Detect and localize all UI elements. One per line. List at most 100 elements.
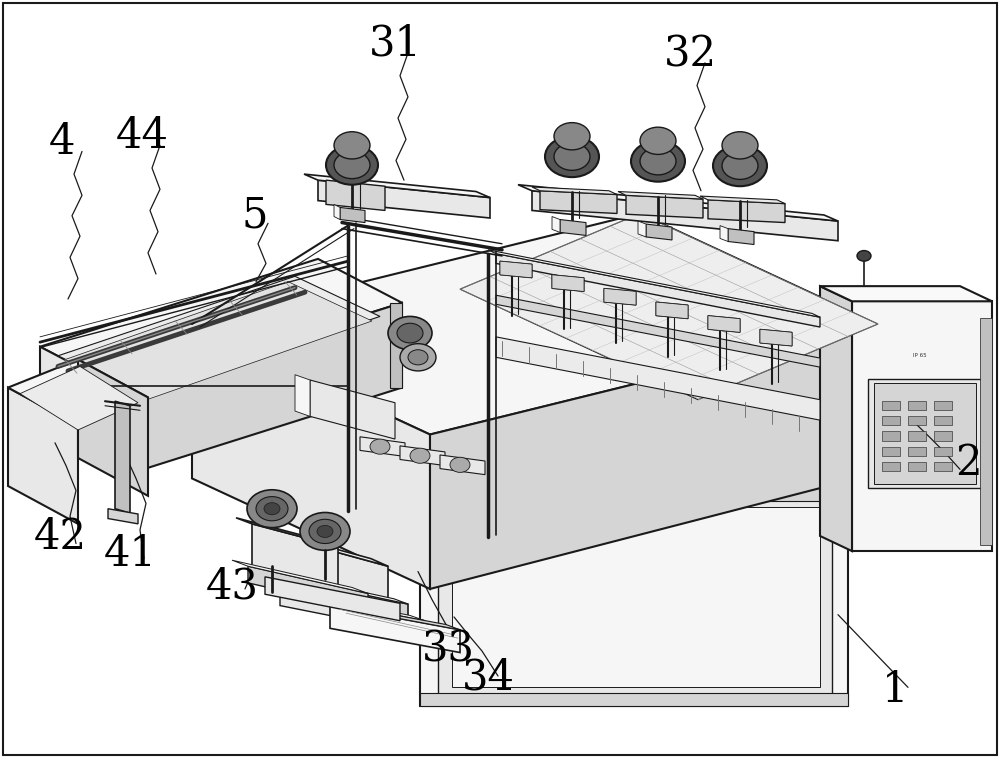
Polygon shape [124,303,402,475]
Text: 2: 2 [955,442,981,484]
Bar [934,462,952,471]
Bar [908,431,926,441]
Polygon shape [420,488,848,706]
Polygon shape [552,217,560,232]
Polygon shape [8,388,78,524]
Polygon shape [282,577,408,619]
Polygon shape [496,295,820,367]
Polygon shape [980,318,992,545]
Circle shape [309,519,341,544]
Text: 4: 4 [49,121,75,164]
Polygon shape [40,347,124,475]
Polygon shape [78,360,148,496]
Bar [934,401,952,410]
Polygon shape [265,587,425,621]
Circle shape [300,512,350,550]
Polygon shape [265,577,400,621]
Polygon shape [656,302,688,319]
Text: 32: 32 [663,33,717,76]
Circle shape [256,497,288,521]
Polygon shape [232,560,368,593]
Bar [882,416,900,425]
Circle shape [640,148,676,175]
Circle shape [408,350,428,365]
Text: 31: 31 [369,23,421,65]
Polygon shape [708,316,740,332]
Polygon shape [656,302,688,319]
Polygon shape [115,401,130,513]
Polygon shape [820,286,852,551]
Polygon shape [626,195,703,218]
Bar [908,401,926,410]
Bar [908,447,926,456]
Text: 33: 33 [422,628,475,671]
Circle shape [554,143,590,170]
Polygon shape [708,200,785,223]
Text: 43: 43 [206,565,258,608]
Bar [882,401,900,410]
Circle shape [410,448,430,463]
Polygon shape [440,455,485,475]
Bar [908,462,926,471]
Polygon shape [560,220,586,235]
Polygon shape [728,229,754,245]
Polygon shape [638,221,646,237]
Polygon shape [720,226,728,241]
Polygon shape [604,288,636,305]
Polygon shape [430,324,878,589]
Circle shape [554,123,590,150]
Circle shape [247,490,297,528]
Circle shape [388,316,432,350]
Circle shape [545,136,599,177]
Polygon shape [40,259,402,391]
Polygon shape [532,191,838,241]
Polygon shape [400,446,445,466]
Polygon shape [305,544,388,604]
Polygon shape [316,600,460,630]
Bar [934,447,952,456]
Circle shape [317,525,333,537]
Polygon shape [760,329,792,346]
Polygon shape [360,437,405,456]
Circle shape [370,439,390,454]
Circle shape [264,503,280,515]
Polygon shape [310,380,395,439]
Polygon shape [532,187,617,195]
Polygon shape [820,286,992,301]
Polygon shape [618,192,703,199]
Circle shape [450,457,470,472]
Polygon shape [280,592,425,634]
Polygon shape [192,324,430,589]
Circle shape [400,344,436,371]
Polygon shape [700,196,785,204]
Circle shape [640,127,676,154]
Text: 1: 1 [882,669,908,712]
Polygon shape [340,207,365,223]
Polygon shape [108,509,138,524]
Circle shape [631,141,685,182]
Text: 42: 42 [33,516,87,559]
Circle shape [334,151,370,179]
Polygon shape [248,566,368,610]
Bar [934,431,952,441]
Circle shape [722,132,758,159]
Polygon shape [496,337,820,420]
Polygon shape [552,275,584,291]
Text: 5: 5 [242,195,268,237]
Polygon shape [708,316,740,332]
Circle shape [334,132,370,159]
Polygon shape [518,185,838,221]
Polygon shape [330,606,460,653]
Polygon shape [500,261,532,278]
Polygon shape [438,500,832,695]
Circle shape [722,152,758,179]
Polygon shape [390,303,402,388]
Polygon shape [500,261,532,278]
Circle shape [857,251,871,261]
Bar [934,416,952,425]
Polygon shape [868,378,982,488]
Bar [882,447,900,456]
Bar [908,416,926,425]
Polygon shape [874,383,976,484]
Polygon shape [460,213,878,400]
